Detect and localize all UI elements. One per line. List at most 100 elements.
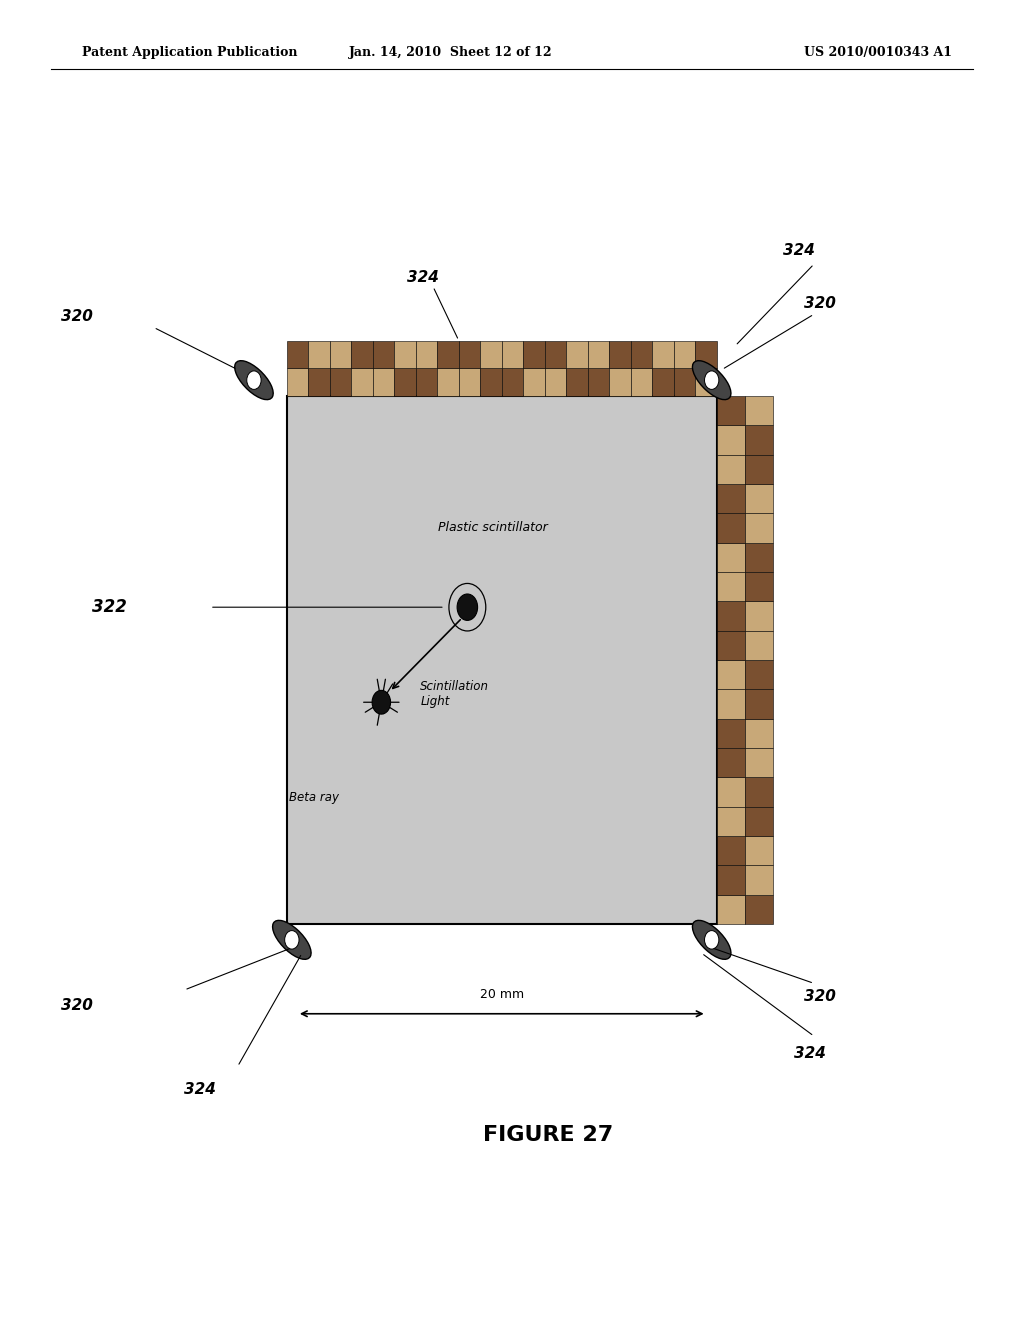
- Bar: [717, 807, 744, 836]
- Text: 324: 324: [408, 269, 439, 285]
- Bar: [744, 748, 773, 777]
- Bar: [695, 341, 717, 368]
- Bar: [566, 341, 588, 368]
- Bar: [744, 718, 773, 748]
- Text: 320: 320: [61, 998, 93, 1014]
- Circle shape: [372, 690, 390, 714]
- Bar: [744, 396, 773, 425]
- Bar: [351, 368, 373, 396]
- Ellipse shape: [272, 920, 311, 960]
- Text: 320: 320: [61, 309, 93, 325]
- Bar: [437, 341, 459, 368]
- Text: Patent Application Publication: Patent Application Publication: [82, 46, 297, 59]
- Bar: [330, 368, 351, 396]
- Circle shape: [285, 931, 299, 949]
- Bar: [545, 341, 566, 368]
- Bar: [373, 368, 394, 396]
- Bar: [545, 368, 566, 396]
- Bar: [330, 341, 351, 368]
- Circle shape: [247, 371, 261, 389]
- Bar: [744, 895, 773, 924]
- Bar: [717, 836, 744, 866]
- Bar: [744, 631, 773, 660]
- Bar: [523, 341, 545, 368]
- Bar: [717, 484, 744, 513]
- Text: 322: 322: [92, 598, 127, 616]
- Bar: [717, 866, 744, 895]
- Bar: [287, 368, 308, 396]
- Bar: [394, 341, 416, 368]
- Bar: [287, 396, 717, 924]
- Text: US 2010/0010343 A1: US 2010/0010343 A1: [804, 46, 952, 59]
- Text: 324: 324: [783, 243, 815, 259]
- Bar: [480, 368, 502, 396]
- Circle shape: [705, 371, 719, 389]
- Bar: [717, 396, 744, 425]
- Bar: [717, 602, 744, 631]
- Bar: [588, 341, 609, 368]
- Bar: [373, 341, 394, 368]
- Text: 20 mm: 20 mm: [479, 987, 524, 1001]
- Bar: [717, 513, 744, 543]
- Bar: [416, 368, 437, 396]
- Bar: [674, 341, 695, 368]
- Text: Scintillation
Light: Scintillation Light: [420, 680, 489, 709]
- Bar: [631, 341, 652, 368]
- Bar: [744, 543, 773, 572]
- Bar: [308, 368, 330, 396]
- Bar: [502, 368, 523, 396]
- Text: Jan. 14, 2010  Sheet 12 of 12: Jan. 14, 2010 Sheet 12 of 12: [349, 46, 552, 59]
- Text: Beta ray: Beta ray: [289, 791, 339, 804]
- Circle shape: [705, 931, 719, 949]
- Bar: [744, 484, 773, 513]
- Bar: [717, 543, 744, 572]
- Ellipse shape: [692, 920, 731, 960]
- Text: 320: 320: [804, 296, 836, 312]
- Text: 320: 320: [804, 989, 836, 1005]
- Bar: [717, 777, 744, 807]
- Bar: [744, 425, 773, 454]
- Bar: [744, 689, 773, 718]
- Bar: [566, 368, 588, 396]
- Bar: [674, 368, 695, 396]
- Bar: [717, 425, 744, 454]
- Bar: [717, 572, 744, 602]
- Text: 324: 324: [183, 1081, 216, 1097]
- Bar: [652, 368, 674, 396]
- Bar: [744, 777, 773, 807]
- Text: Plastic scintillator: Plastic scintillator: [438, 521, 548, 535]
- Bar: [744, 513, 773, 543]
- Ellipse shape: [234, 360, 273, 400]
- Bar: [394, 368, 416, 396]
- Bar: [717, 748, 744, 777]
- Circle shape: [457, 594, 477, 620]
- Bar: [744, 807, 773, 836]
- Bar: [652, 341, 674, 368]
- Bar: [695, 368, 717, 396]
- Bar: [609, 368, 631, 396]
- Bar: [523, 368, 545, 396]
- Bar: [717, 454, 744, 484]
- Text: 324: 324: [794, 1045, 825, 1061]
- Bar: [308, 341, 330, 368]
- Bar: [744, 572, 773, 602]
- Bar: [351, 341, 373, 368]
- Bar: [744, 866, 773, 895]
- Bar: [717, 631, 744, 660]
- Bar: [459, 368, 480, 396]
- Bar: [459, 341, 480, 368]
- Bar: [744, 836, 773, 866]
- Bar: [287, 341, 308, 368]
- Bar: [744, 454, 773, 484]
- Bar: [744, 602, 773, 631]
- Bar: [437, 368, 459, 396]
- Bar: [609, 341, 631, 368]
- Bar: [480, 341, 502, 368]
- Ellipse shape: [692, 360, 731, 400]
- Bar: [416, 341, 437, 368]
- Bar: [717, 660, 744, 689]
- Bar: [717, 718, 744, 748]
- Bar: [717, 689, 744, 718]
- Bar: [744, 660, 773, 689]
- Text: FIGURE 27: FIGURE 27: [482, 1125, 613, 1146]
